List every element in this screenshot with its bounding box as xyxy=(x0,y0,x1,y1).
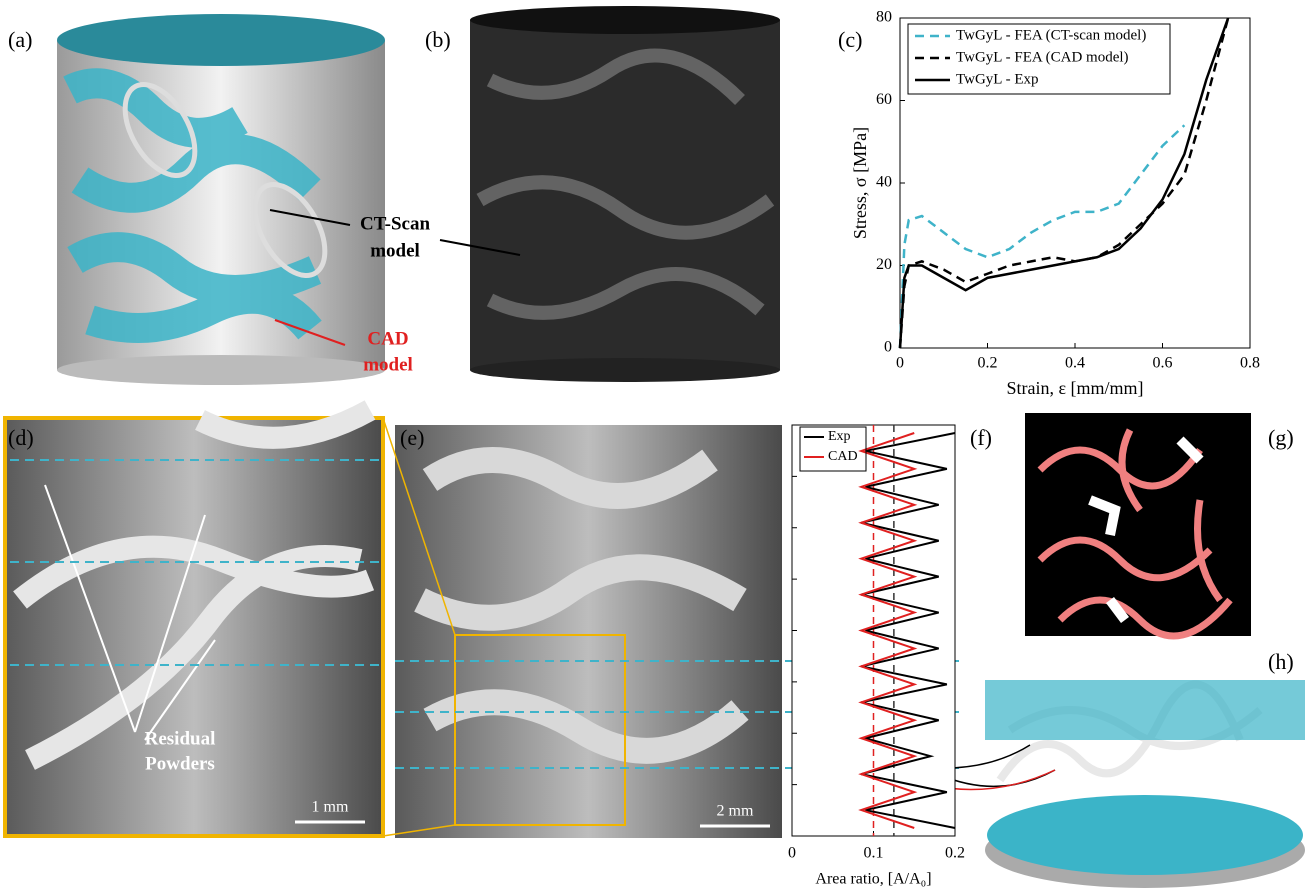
scale-label: 2 mm xyxy=(717,803,754,820)
series-line xyxy=(900,125,1184,348)
panel-label: (f) xyxy=(970,425,992,450)
panel-label: (d) xyxy=(8,425,34,450)
cad-ct-render xyxy=(57,14,385,385)
panel-label: (a) xyxy=(8,27,32,52)
x-axis-label: Strain, ε [mm/mm] xyxy=(1006,378,1143,398)
y-tick-label: 0 xyxy=(884,339,892,356)
figure: CT-Scan model CAD model Residual Powders… xyxy=(0,0,1309,891)
legend-label: TwGyL - FEA (CT-scan model) xyxy=(956,27,1146,43)
plot-frame xyxy=(900,18,1250,348)
y-tick-label: 60 xyxy=(876,91,892,108)
annotation: CAD xyxy=(367,328,408,349)
annotation: Powders xyxy=(145,753,215,774)
x-tick-label: 0.1 xyxy=(864,845,884,862)
legend-label: TwGyL - Exp xyxy=(956,71,1039,87)
y-tick-label: 40 xyxy=(876,174,892,191)
slice-render xyxy=(985,680,1305,888)
y-tick-label: 20 xyxy=(876,256,892,273)
legend-label: TwGyL - FEA (CAD model) xyxy=(956,49,1129,65)
annotation: Residual xyxy=(145,728,216,749)
annotation: model xyxy=(370,240,420,261)
x-tick-label: 0 xyxy=(788,845,796,862)
x-tick-label: 0.6 xyxy=(1153,355,1173,372)
legend-label: CAD xyxy=(828,449,858,464)
y-axis-label: Stress, σ [MPa] xyxy=(850,127,870,239)
x-tick-label: 0.2 xyxy=(978,355,998,372)
y-tick-label: 80 xyxy=(876,9,892,26)
scale-label: 1 mm xyxy=(312,799,349,816)
annotation: CT-Scan xyxy=(360,213,430,234)
legend-label: Exp xyxy=(828,429,851,444)
panel-label: (g) xyxy=(1268,425,1294,450)
mesh-render xyxy=(470,6,780,382)
x-tick-label: 0.8 xyxy=(1240,355,1260,372)
x-tick-label: 0.2 xyxy=(945,845,965,862)
panel-label: (c) xyxy=(838,27,862,52)
series-line xyxy=(900,18,1228,348)
x-tick-label: 0 xyxy=(896,355,904,372)
panel-label: (b) xyxy=(425,27,451,52)
section-image xyxy=(1025,413,1251,636)
panel-label: (h) xyxy=(1268,649,1294,674)
annotation: model xyxy=(363,354,413,375)
x-axis-label: Area ratio, [A/A₀] xyxy=(815,871,931,888)
x-tick-label: 0.4 xyxy=(1065,355,1085,372)
panel-label: (e) xyxy=(400,425,424,450)
